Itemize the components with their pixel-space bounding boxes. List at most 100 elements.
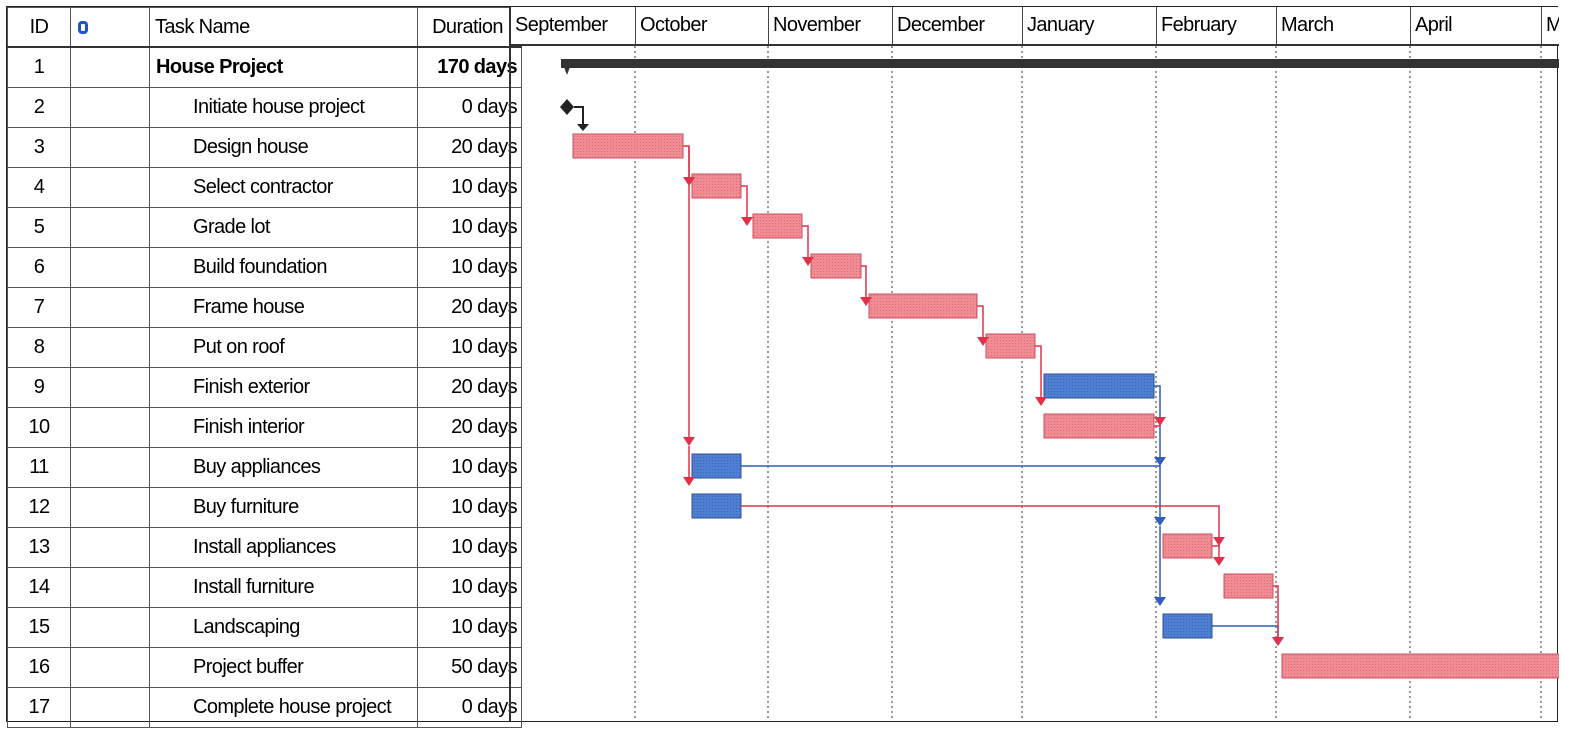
task-duration-cell[interactable]: 170 days	[417, 46, 522, 88]
task-row[interactable]: 10 Finish interior 20 days	[7, 407, 522, 448]
task-id-cell[interactable]: 16	[7, 647, 71, 688]
task-duration-cell[interactable]: 10 days	[417, 167, 522, 208]
task-duration-cell[interactable]: 20 days	[417, 407, 522, 448]
task-duration-cell[interactable]: 20 days	[417, 287, 522, 328]
task-name-cell[interactable]: Put on roof	[149, 327, 418, 368]
task-bar[interactable]	[810, 253, 862, 279]
task-row[interactable]: 1 House Project 170 days	[7, 46, 522, 88]
task-duration-cell[interactable]: 10 days	[417, 327, 522, 368]
task-indicator-cell[interactable]	[70, 167, 150, 208]
task-name-cell[interactable]: Finish interior	[149, 407, 418, 448]
task-indicator-cell[interactable]	[70, 367, 150, 408]
task-duration-cell[interactable]: 0 days	[417, 687, 522, 728]
task-name-cell[interactable]: Frame house	[149, 287, 418, 328]
task-id-cell[interactable]: 14	[7, 567, 71, 608]
task-name-cell[interactable]: Initiate house project	[149, 87, 418, 128]
task-name-cell[interactable]: Project buffer	[149, 647, 418, 688]
task-name-cell[interactable]: Buy appliances	[149, 447, 418, 488]
task-name-cell[interactable]: Build foundation	[149, 247, 418, 288]
task-name-cell[interactable]: Complete house project	[149, 687, 418, 728]
task-indicator-cell[interactable]	[70, 527, 150, 568]
task-duration-cell[interactable]: 10 days	[417, 567, 522, 608]
task-indicator-cell[interactable]	[70, 407, 150, 448]
task-row[interactable]: 2 Initiate house project 0 days	[7, 87, 522, 128]
task-id-cell[interactable]: 4	[7, 167, 71, 208]
task-indicator-cell[interactable]	[70, 46, 150, 88]
task-name-cell[interactable]: Install appliances	[149, 527, 418, 568]
task-name-cell[interactable]: Install furniture	[149, 567, 418, 608]
task-row[interactable]: 15 Landscaping 10 days	[7, 607, 522, 648]
column-header-indicators[interactable]	[70, 7, 150, 48]
task-duration-cell[interactable]: 20 days	[417, 367, 522, 408]
task-name-cell[interactable]: Select contractor	[149, 167, 418, 208]
task-name-cell[interactable]: House Project	[149, 46, 418, 88]
task-row[interactable]: 13 Install appliances 10 days	[7, 527, 522, 568]
task-name-cell[interactable]: Finish exterior	[149, 367, 418, 408]
column-header-duration[interactable]: Duration	[417, 7, 522, 48]
task-duration-cell[interactable]: 0 days	[417, 87, 522, 128]
task-id-cell[interactable]: 6	[7, 247, 71, 288]
task-indicator-cell[interactable]	[70, 487, 150, 528]
task-bar[interactable]	[691, 493, 742, 519]
task-id-cell[interactable]: 7	[7, 287, 71, 328]
task-bar[interactable]	[691, 453, 742, 479]
task-bar[interactable]	[1162, 613, 1213, 639]
task-bar[interactable]	[572, 133, 684, 159]
task-duration-cell[interactable]: 10 days	[417, 207, 522, 248]
task-id-cell[interactable]: 3	[7, 127, 71, 168]
task-duration-cell[interactable]: 50 days	[417, 647, 522, 688]
task-bar[interactable]	[691, 173, 742, 199]
column-header-id[interactable]: ID	[7, 7, 71, 48]
task-id-cell[interactable]: 17	[7, 687, 71, 728]
task-indicator-cell[interactable]	[70, 247, 150, 288]
task-indicator-cell[interactable]	[70, 687, 150, 728]
task-row[interactable]: 14 Install furniture 10 days	[7, 567, 522, 608]
task-duration-cell[interactable]: 10 days	[417, 247, 522, 288]
task-row[interactable]: 7 Frame house 20 days	[7, 287, 522, 328]
task-row[interactable]: 6 Build foundation 10 days	[7, 247, 522, 288]
task-duration-cell[interactable]: 20 days	[417, 127, 522, 168]
task-indicator-cell[interactable]	[70, 447, 150, 488]
task-duration-cell[interactable]: 10 days	[417, 607, 522, 648]
task-row[interactable]: 17 Complete house project 0 days	[7, 687, 522, 728]
task-bar[interactable]	[1162, 533, 1213, 559]
task-indicator-cell[interactable]	[70, 647, 150, 688]
task-id-cell[interactable]: 10	[7, 407, 71, 448]
task-duration-cell[interactable]: 10 days	[417, 447, 522, 488]
task-id-cell[interactable]: 11	[7, 447, 71, 488]
task-name-cell[interactable]: Buy furniture	[149, 487, 418, 528]
task-bar[interactable]	[1223, 573, 1274, 599]
task-indicator-cell[interactable]	[70, 287, 150, 328]
task-row[interactable]: 4 Select contractor 10 days	[7, 167, 522, 208]
task-id-cell[interactable]: 2	[7, 87, 71, 128]
task-indicator-cell[interactable]	[70, 127, 150, 168]
task-indicator-cell[interactable]	[70, 207, 150, 248]
task-row[interactable]: 3 Design house 20 days	[7, 127, 522, 168]
column-header-task-name[interactable]: Task Name	[149, 7, 418, 48]
task-row[interactable]: 12 Buy furniture 10 days	[7, 487, 522, 528]
task-name-cell[interactable]: Grade lot	[149, 207, 418, 248]
task-id-cell[interactable]: 12	[7, 487, 71, 528]
task-duration-cell[interactable]: 10 days	[417, 487, 522, 528]
task-row[interactable]: 5 Grade lot 10 days	[7, 207, 522, 248]
task-row[interactable]: 11 Buy appliances 10 days	[7, 447, 522, 488]
task-name-cell[interactable]: Design house	[149, 127, 418, 168]
task-duration-cell[interactable]: 10 days	[417, 527, 522, 568]
task-id-cell[interactable]: 1	[7, 46, 71, 88]
task-id-cell[interactable]: 8	[7, 327, 71, 368]
task-bar[interactable]	[752, 213, 803, 239]
summary-bar[interactable]	[561, 59, 1559, 68]
task-id-cell[interactable]: 5	[7, 207, 71, 248]
task-name-cell[interactable]: Landscaping	[149, 607, 418, 648]
task-indicator-cell[interactable]	[70, 87, 150, 128]
task-row[interactable]: 16 Project buffer 50 days	[7, 647, 522, 688]
task-bar[interactable]	[1043, 373, 1155, 399]
task-bar[interactable]	[985, 333, 1036, 359]
task-id-cell[interactable]: 9	[7, 367, 71, 408]
task-id-cell[interactable]: 15	[7, 607, 71, 648]
task-row[interactable]: 8 Put on roof 10 days	[7, 327, 522, 368]
task-row[interactable]: 9 Finish exterior 20 days	[7, 367, 522, 408]
task-indicator-cell[interactable]	[70, 567, 150, 608]
task-indicator-cell[interactable]	[70, 607, 150, 648]
task-id-cell[interactable]: 13	[7, 527, 71, 568]
